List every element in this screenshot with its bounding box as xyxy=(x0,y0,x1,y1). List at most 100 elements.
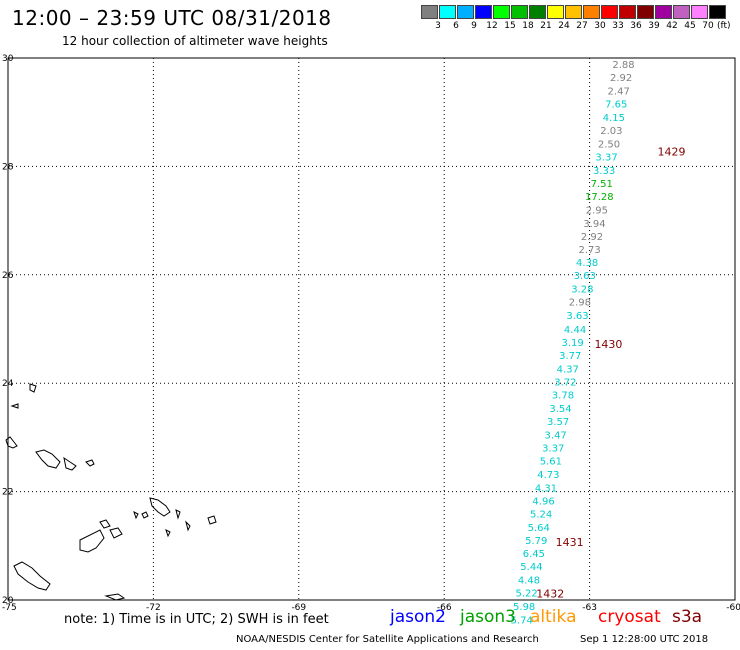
legend-label: 24 xyxy=(558,21,570,31)
legend-label: 15 xyxy=(504,21,516,31)
lat-tick-label: 24 xyxy=(2,379,14,389)
island-outline xyxy=(185,520,191,532)
wave-height-value: 4.37 xyxy=(557,364,579,375)
lon-tick-label: -66 xyxy=(437,603,452,613)
map-frame xyxy=(7,57,736,601)
legend-label: 3 xyxy=(435,21,441,31)
wave-height-value: 3.28 xyxy=(571,285,593,296)
legend-swatch xyxy=(601,5,618,19)
legend-label: 27 xyxy=(576,21,588,31)
wave-height-value: 4.38 xyxy=(576,258,598,269)
track-pass-label: 1431 xyxy=(556,536,584,549)
legend-label: 6 xyxy=(453,21,459,31)
wave-height-value: 3.47 xyxy=(545,430,567,441)
satellite-label-jason3: jason3 xyxy=(460,607,516,627)
satellite-label-altika: altika xyxy=(530,607,577,627)
coastlines xyxy=(5,383,217,601)
island-outline xyxy=(175,509,181,520)
island-outline xyxy=(79,529,105,553)
legend-swatch xyxy=(655,5,672,19)
wave-height-value: 2.73 xyxy=(578,245,600,256)
wave-height-value: 3.63 xyxy=(574,271,596,282)
wave-height-value: 5.22 xyxy=(515,589,537,600)
wave-height-value: 5.74 xyxy=(511,615,533,626)
wave-height-value: 3.37 xyxy=(595,152,617,163)
legend-swatch xyxy=(475,5,492,19)
lat-tick-label: 26 xyxy=(2,271,14,281)
wave-height-value: 7.51 xyxy=(591,179,613,190)
wave-height-value: 2.03 xyxy=(600,126,622,137)
island-outline xyxy=(29,383,37,393)
lat-tick-label: 30 xyxy=(2,54,14,64)
legend-swatch xyxy=(673,5,690,19)
wave-height-value: 2.98 xyxy=(569,298,591,309)
lon-tick-label: -63 xyxy=(582,603,597,613)
legend-swatch xyxy=(709,5,726,19)
lat-tick-label: 22 xyxy=(2,488,13,498)
legend-swatch xyxy=(637,5,654,19)
wave-height-value: 5.98 xyxy=(513,602,535,613)
wave-height-value: 4.15 xyxy=(603,113,625,124)
map-grid xyxy=(8,58,735,600)
wave-height-value: 2.88 xyxy=(612,60,634,71)
island-outline xyxy=(149,497,171,517)
footer-note: note: 1) Time is in UTC; 2) SWH is in fe… xyxy=(64,612,329,627)
legend-label: 30 xyxy=(594,21,606,31)
credit-text: NOAA/NESDIS Center for Satellite Applica… xyxy=(236,634,539,645)
color-legend: 3 6 9 12 15 18 21 24 27 30 33 36 39 42 45 70 (ft) xyxy=(421,5,737,35)
wave-height-value: 2.50 xyxy=(598,139,620,150)
legend-label: 21 xyxy=(540,21,552,31)
legend-swatch xyxy=(421,5,438,19)
wave-height-value: 2.95 xyxy=(586,206,608,217)
island-outline xyxy=(141,511,149,519)
wave-height-value: 2.92 xyxy=(581,232,603,243)
lon-tick-label: -72 xyxy=(146,603,161,613)
lon-tick-label: -60 xyxy=(726,603,740,613)
legend-swatch xyxy=(565,5,582,19)
legend-label: 12 xyxy=(486,21,498,31)
legend-swatch xyxy=(529,5,546,19)
legend-swatch xyxy=(457,5,474,19)
legend-label: 36 xyxy=(630,21,642,31)
track-pass-label: 1429 xyxy=(657,146,685,159)
island-outline xyxy=(5,436,18,449)
satellite-label-s3a: s3a xyxy=(672,607,703,627)
island-outline xyxy=(10,403,19,409)
wave-height-value: 3.78 xyxy=(552,390,574,401)
island-outline xyxy=(35,449,61,469)
legend-label: 18 xyxy=(522,21,534,31)
legend-swatch xyxy=(439,5,456,19)
track-pass-label: 1432 xyxy=(536,587,564,600)
wave-height-value: 7.65 xyxy=(605,99,627,110)
axis-labels: -75 -72 -69 -66 -63 -60 30 28 26 24 22 20 xyxy=(2,54,740,613)
wave-height-value: 4.48 xyxy=(518,576,540,587)
lat-tick-label: 20 xyxy=(2,596,14,606)
legend-label: 42 xyxy=(666,21,678,31)
wave-height-value: 2.92 xyxy=(610,73,632,84)
island-outline xyxy=(104,593,126,601)
wave-height-value: 17.28 xyxy=(585,192,614,203)
island-outline xyxy=(165,529,171,538)
legend-unit: (ft) xyxy=(717,21,731,31)
legend-label: 33 xyxy=(612,21,624,31)
wave-height-value: 4.96 xyxy=(532,497,554,508)
wave-height-value: 3.33 xyxy=(593,166,615,177)
island-outline xyxy=(207,515,217,525)
lon-tick-label: -69 xyxy=(291,603,306,613)
legend-label: 9 xyxy=(471,21,477,31)
wave-height-value: 3.72 xyxy=(554,377,576,388)
wave-height-value: 4.31 xyxy=(535,484,557,495)
wave-height-value: 6.45 xyxy=(523,549,545,560)
legend-swatch xyxy=(583,5,600,19)
page-title: 12:00 – 23:59 UTC 08/31/2018 xyxy=(12,6,332,30)
satellite-label-cryosat: cryosat xyxy=(598,607,661,627)
island-outline xyxy=(99,519,111,529)
legend-label: 39 xyxy=(648,21,660,31)
wave-height-value: 3.63 xyxy=(566,311,588,322)
wave-height-value: 4.73 xyxy=(537,470,559,481)
track-pass-label: 1430 xyxy=(594,338,622,351)
wave-height-value: 5.61 xyxy=(540,457,562,468)
wave-height-value: 3.77 xyxy=(559,351,581,362)
island-outline xyxy=(133,511,139,520)
